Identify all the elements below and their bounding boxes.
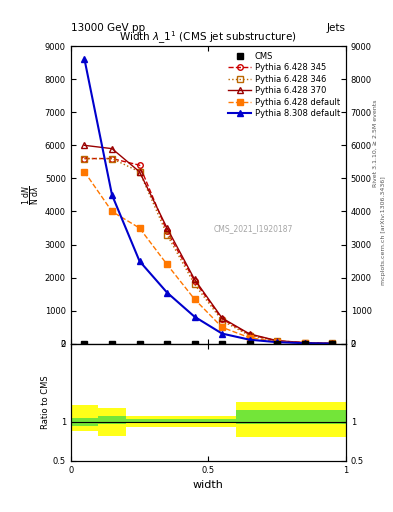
- Pythia 6.428 346: [220, 317, 224, 324]
- Legend: CMS, Pythia 6.428 345, Pythia 6.428 346, Pythia 6.428 370, Pythia 6.428 default,: CMS, Pythia 6.428 345, Pythia 6.428 346,…: [226, 50, 342, 120]
- Pythia 6.428 default: [110, 208, 114, 215]
- Pythia 6.428 370: [110, 145, 114, 152]
- Text: Jets: Jets: [327, 23, 346, 33]
- Line: Pythia 6.428 346: Pythia 6.428 346: [82, 156, 335, 346]
- Pythia 6.428 346: [82, 156, 87, 162]
- CMS: [165, 340, 169, 347]
- Pythia 6.428 346: [165, 231, 169, 238]
- Pythia 6.428 345: [165, 228, 169, 234]
- Line: Pythia 6.428 default: Pythia 6.428 default: [82, 169, 335, 346]
- CMS: [247, 340, 252, 347]
- Pythia 8.308 default: [220, 331, 224, 337]
- Line: CMS: CMS: [81, 340, 336, 347]
- Pythia 6.428 345: [247, 331, 252, 337]
- Pythia 6.428 345: [330, 340, 334, 347]
- Pythia 6.428 default: [165, 261, 169, 267]
- CMS: [302, 340, 307, 347]
- Pythia 6.428 370: [192, 276, 197, 283]
- Pythia 8.308 default: [165, 289, 169, 295]
- Pythia 6.428 default: [192, 296, 197, 302]
- Pythia 6.428 370: [247, 331, 252, 337]
- CMS: [192, 340, 197, 347]
- CMS: [110, 340, 114, 347]
- Pythia 6.428 345: [110, 156, 114, 162]
- Title: Width $\lambda\_1^1$ (CMS jet substructure): Width $\lambda\_1^1$ (CMS jet substructu…: [119, 30, 297, 46]
- Pythia 6.428 346: [247, 332, 252, 338]
- Pythia 6.428 345: [220, 316, 224, 322]
- Pythia 6.428 370: [137, 169, 142, 175]
- Pythia 6.428 default: [330, 340, 334, 347]
- CMS: [330, 340, 334, 347]
- Pythia 8.308 default: [82, 56, 87, 62]
- Pythia 6.428 370: [302, 339, 307, 346]
- Text: mcplots.cern.ch [arXiv:1306.3436]: mcplots.cern.ch [arXiv:1306.3436]: [381, 176, 386, 285]
- Text: Rivet 3.1.10, ≥ 2.5M events: Rivet 3.1.10, ≥ 2.5M events: [373, 100, 378, 187]
- Line: Pythia 8.308 default: Pythia 8.308 default: [82, 56, 335, 346]
- Pythia 6.428 default: [137, 225, 142, 231]
- Pythia 6.428 345: [137, 162, 142, 168]
- Pythia 6.428 370: [220, 315, 224, 321]
- Pythia 8.308 default: [110, 192, 114, 198]
- Pythia 6.428 default: [302, 340, 307, 346]
- Pythia 8.308 default: [275, 339, 279, 345]
- Pythia 6.428 370: [165, 225, 169, 231]
- Pythia 6.428 370: [330, 340, 334, 347]
- CMS: [82, 340, 87, 347]
- Pythia 6.428 346: [302, 340, 307, 346]
- Pythia 6.428 346: [192, 281, 197, 287]
- Pythia 6.428 346: [137, 169, 142, 175]
- Pythia 6.428 345: [82, 156, 87, 162]
- Pythia 6.428 345: [192, 278, 197, 284]
- Line: Pythia 6.428 370: Pythia 6.428 370: [82, 142, 335, 346]
- Pythia 6.428 370: [275, 337, 279, 344]
- Line: Pythia 6.428 345: Pythia 6.428 345: [82, 156, 335, 346]
- Pythia 6.428 345: [302, 339, 307, 346]
- CMS: [220, 340, 224, 347]
- CMS: [137, 340, 142, 347]
- Pythia 6.428 default: [220, 324, 224, 330]
- Pythia 8.308 default: [330, 340, 334, 347]
- Pythia 8.308 default: [192, 314, 197, 320]
- X-axis label: width: width: [193, 480, 224, 490]
- Pythia 8.308 default: [302, 340, 307, 346]
- Text: 13000 GeV pp: 13000 GeV pp: [71, 23, 145, 33]
- Pythia 6.428 default: [247, 335, 252, 341]
- Pythia 6.428 346: [330, 340, 334, 347]
- Text: CMS_2021_I1920187: CMS_2021_I1920187: [214, 224, 293, 232]
- Y-axis label: $\frac{1}{\mathrm{N}} \frac{\mathrm{d}N}{\mathrm{d}\lambda}$: $\frac{1}{\mathrm{N}} \frac{\mathrm{d}N}…: [20, 185, 42, 205]
- CMS: [275, 340, 279, 347]
- Pythia 6.428 346: [275, 338, 279, 344]
- Y-axis label: Ratio to CMS: Ratio to CMS: [41, 375, 50, 429]
- Pythia 6.428 346: [110, 156, 114, 162]
- Pythia 6.428 370: [82, 142, 87, 148]
- Pythia 8.308 default: [247, 336, 252, 343]
- Pythia 6.428 default: [275, 339, 279, 345]
- Pythia 6.428 default: [82, 169, 87, 175]
- Pythia 6.428 345: [275, 338, 279, 344]
- Pythia 8.308 default: [137, 258, 142, 264]
